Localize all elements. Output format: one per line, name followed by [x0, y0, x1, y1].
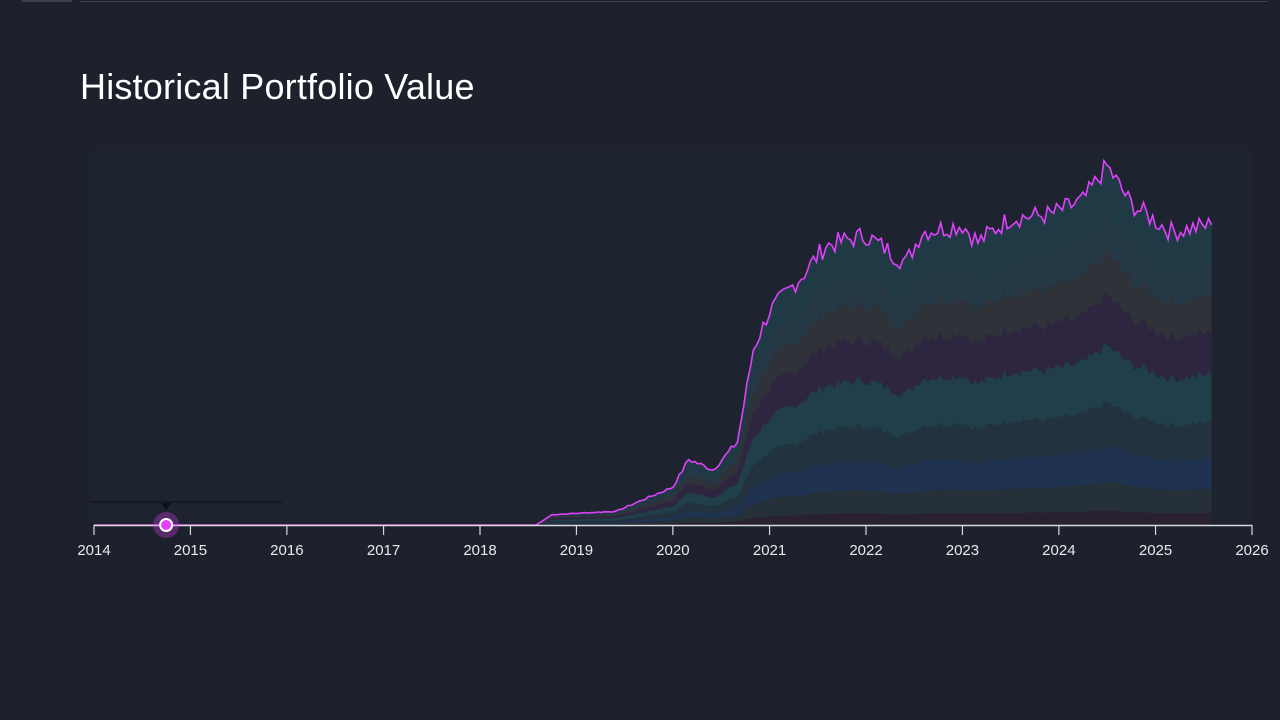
x-tick-label-2026: 2026 — [1235, 542, 1268, 559]
x-tick-label-2022: 2022 — [849, 542, 882, 559]
x-tick-label-2019: 2019 — [560, 542, 593, 559]
x-tick-label-2014: 2014 — [77, 542, 110, 559]
x-tick-label-2016: 2016 — [270, 542, 303, 559]
stack-layer-7 — [94, 248, 1212, 525]
x-tick-label-2018: 2018 — [463, 542, 496, 559]
x-tick-label-2021: 2021 — [753, 542, 786, 559]
x-tick-label-2017: 2017 — [367, 542, 400, 559]
x-tick-label-2023: 2023 — [946, 542, 979, 559]
x-tick-label-2020: 2020 — [656, 542, 689, 559]
stack-layer-5 — [94, 342, 1212, 525]
x-axis-ticks: 2014 2015 2016 2017 2018 2019 2020 2021 2022 2023… — [77, 525, 1269, 559]
x-tick-label-2015: 2015 — [174, 542, 207, 559]
x-tick-label-2024: 2024 — [1042, 542, 1075, 559]
stack-layer-6 — [94, 291, 1212, 525]
stack-layer-1 — [94, 510, 1212, 525]
stack-layer-2 — [94, 481, 1212, 525]
stacked-layers — [94, 160, 1212, 525]
stack-layer-3 — [94, 444, 1212, 525]
top-divider — [80, 1, 1268, 2]
stack-layer-4 — [94, 401, 1212, 525]
top-tab-indicator — [22, 0, 72, 2]
stack-layer-9 — [94, 160, 1212, 525]
playhead-marker[interactable] — [90, 501, 282, 538]
page-title: Historical Portfolio Value — [80, 66, 475, 107]
playhead-pointer-icon — [161, 503, 172, 510]
x-tick-label-2025: 2025 — [1139, 542, 1172, 559]
stack-layer-8 — [94, 211, 1212, 525]
playhead-marker-icon[interactable] — [159, 518, 174, 532]
